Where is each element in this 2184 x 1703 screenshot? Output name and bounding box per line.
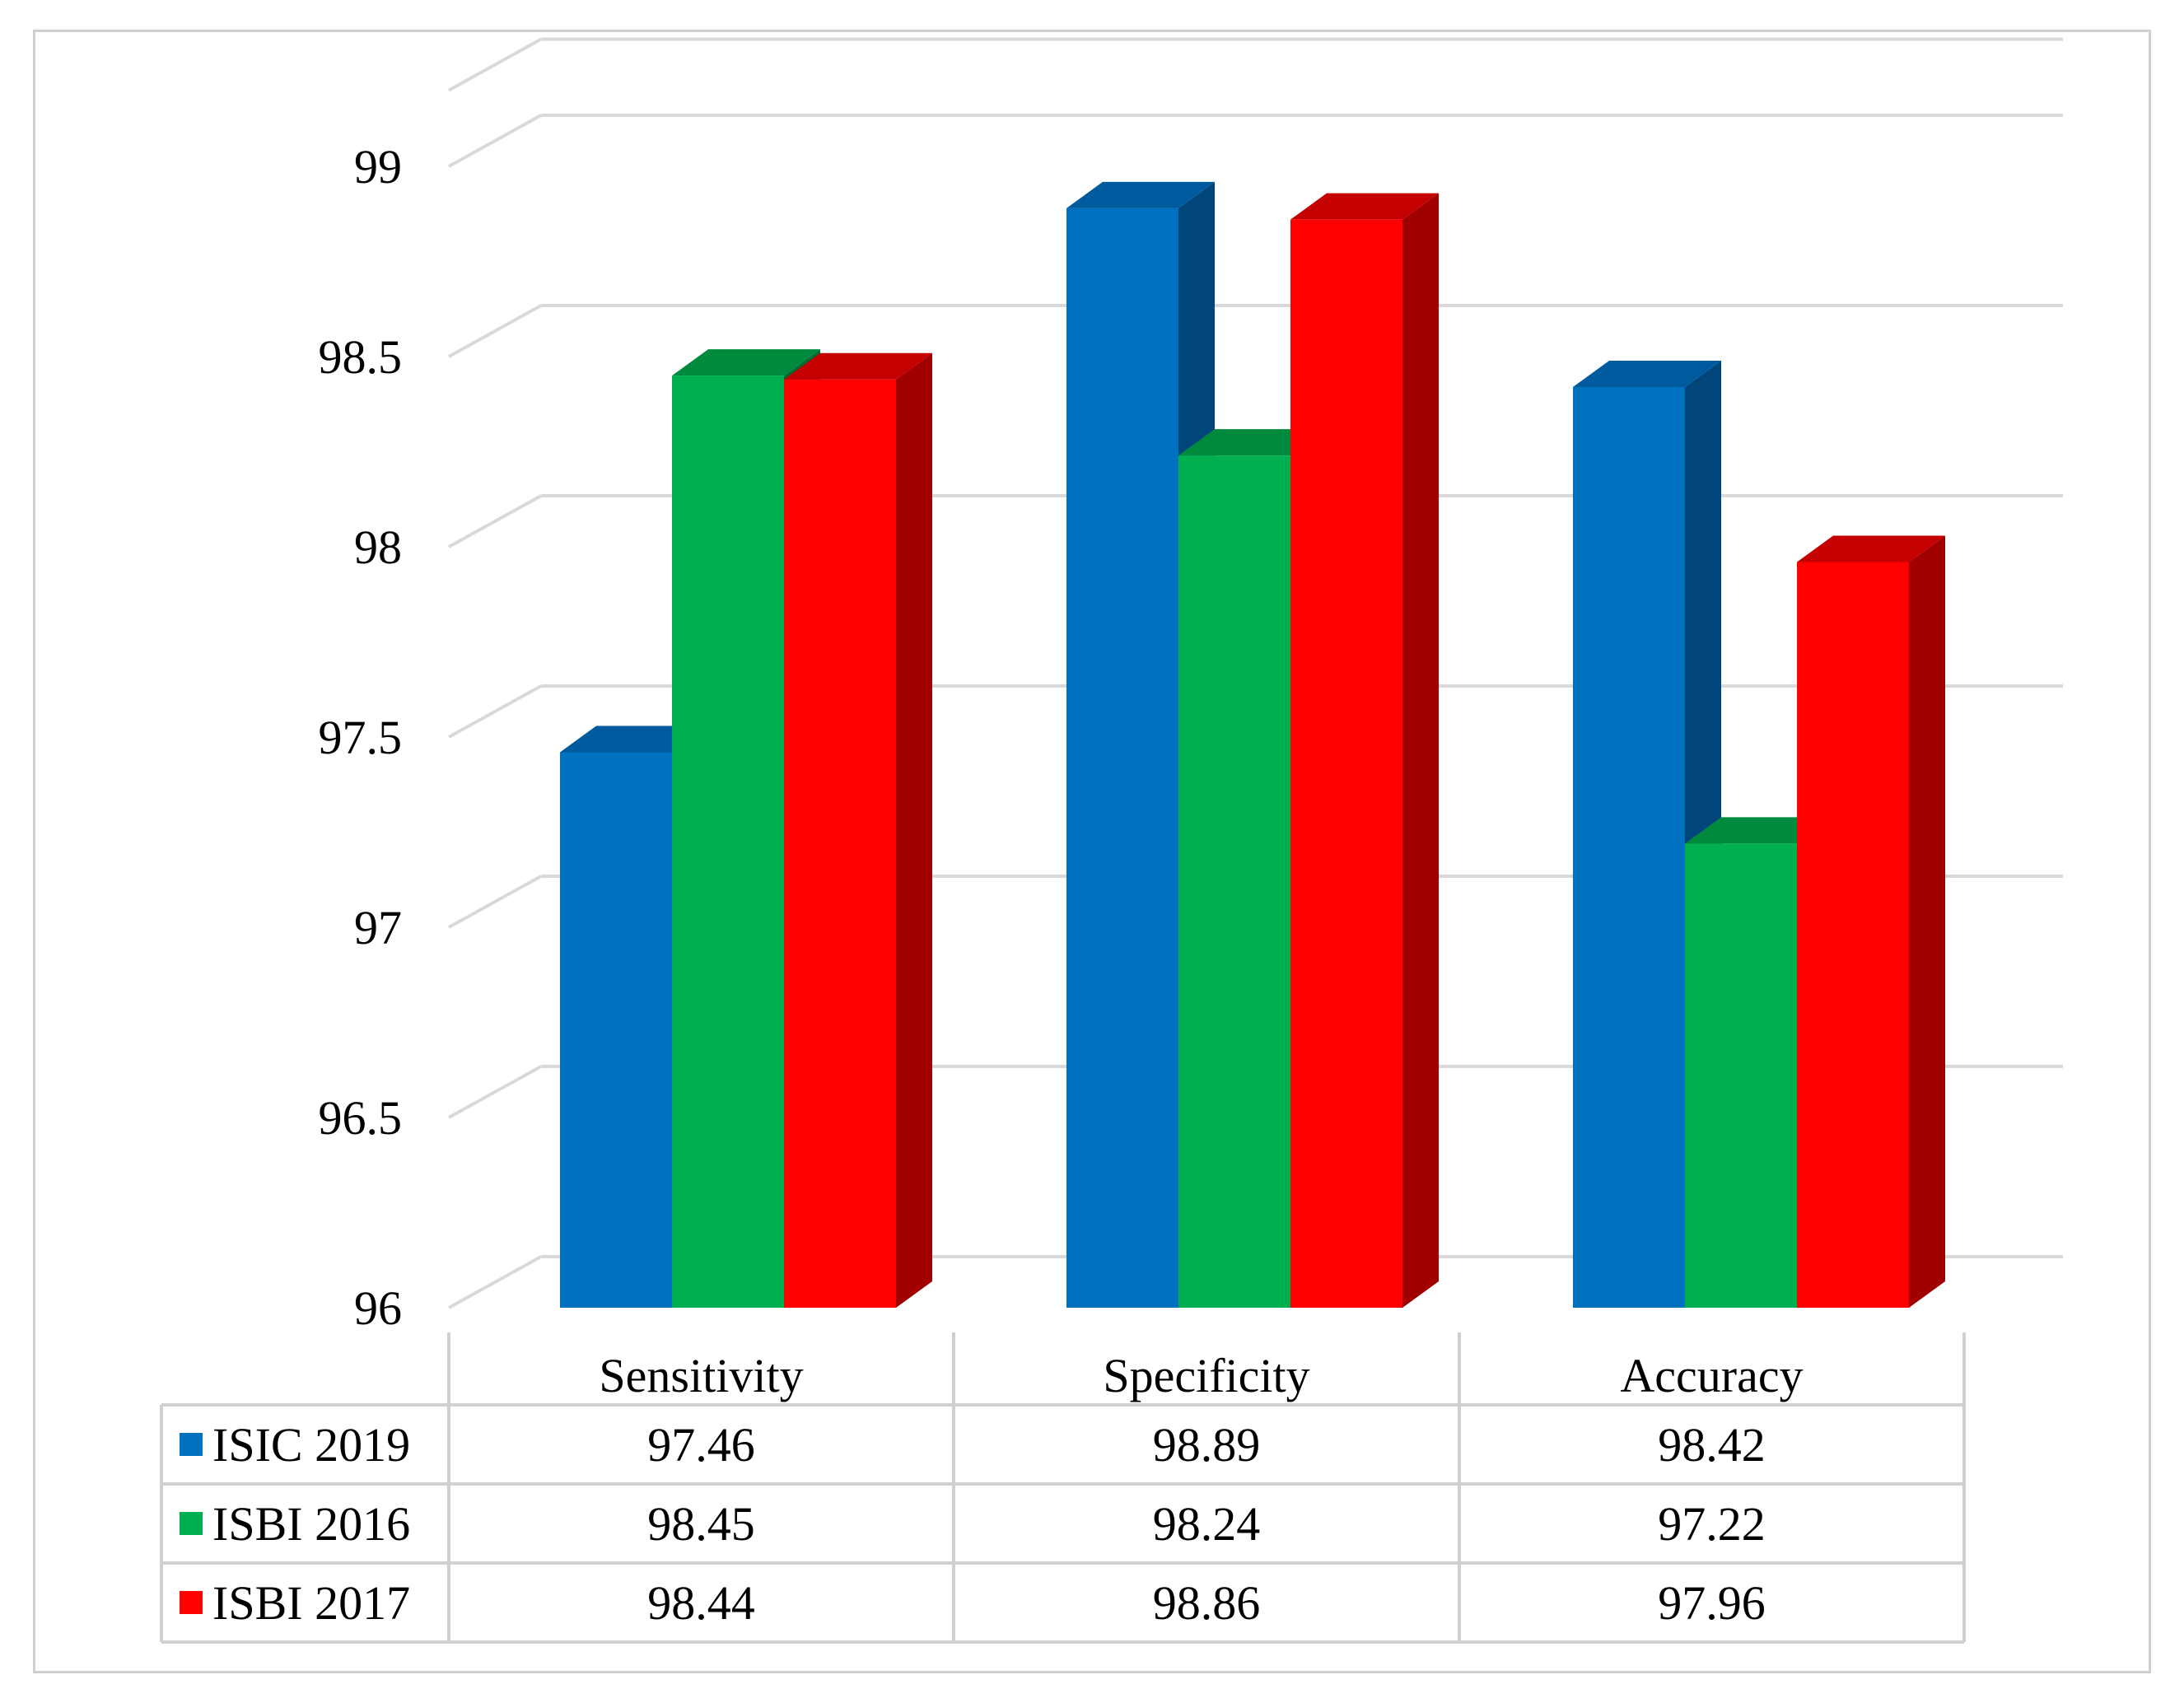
bar-top <box>1178 429 1327 456</box>
bar-front <box>1797 562 1909 1308</box>
data-label: 98.86 <box>1153 1576 1261 1630</box>
gridline-diagonal <box>448 875 542 929</box>
y-axis-ticks: 96 96.5 97 97.5 98 98.5 99 <box>319 140 403 1335</box>
gridline-diagonal <box>448 304 542 358</box>
category-label: Specificity <box>1103 1349 1309 1402</box>
legend-key <box>180 1512 203 1535</box>
y-tick-label: 99 <box>354 140 402 194</box>
y-tick-label: 98.5 <box>319 330 403 384</box>
gridline-diagonal <box>448 1255 542 1309</box>
data-label: 98.89 <box>1153 1418 1261 1472</box>
legend-label: ISBI 2016 <box>212 1497 410 1551</box>
data-label: 98.42 <box>1658 1418 1766 1472</box>
legend-key <box>180 1433 203 1456</box>
bar-top <box>1797 535 1945 562</box>
bar-front <box>784 379 896 1309</box>
data-label: 98.44 <box>647 1576 755 1630</box>
bar-isbi-2017-sensitivity <box>784 352 932 1309</box>
data-label: 97.96 <box>1658 1576 1766 1630</box>
gridline-diagonal <box>448 114 542 168</box>
category-label: Sensitivity <box>599 1349 803 1402</box>
legend-label: ISIC 2019 <box>212 1418 410 1472</box>
data-label: 98.24 <box>1153 1497 1261 1551</box>
bars <box>560 181 1945 1309</box>
y-tick-label: 97 <box>354 901 402 954</box>
y-tick-label: 98 <box>354 520 402 574</box>
bar-front <box>1178 455 1290 1308</box>
data-label: 97.22 <box>1658 1497 1766 1551</box>
bar-side <box>1909 535 1945 1308</box>
bar-top <box>784 352 932 380</box>
gridline-diagonal <box>448 1065 542 1119</box>
bar-front <box>1685 843 1797 1308</box>
gridline-diagonal <box>448 684 542 739</box>
legend-key <box>180 1591 203 1614</box>
bar-isbi-2017-accuracy <box>1797 535 1945 1308</box>
bar-front <box>1290 219 1402 1309</box>
bar-front <box>672 376 784 1309</box>
gridline-diagonal <box>448 494 542 548</box>
y-tick-label: 96 <box>354 1281 402 1335</box>
bar-top <box>1685 817 1833 844</box>
category-label: Accuracy <box>1620 1349 1803 1402</box>
data-table: Sensitivity Specificity Accuracy ISIC 2019 9… <box>160 1332 1966 1644</box>
bar-front <box>1573 386 1685 1309</box>
chart-frame <box>33 30 2151 1673</box>
y-tick-label: 97.5 <box>319 711 403 764</box>
bar-top <box>560 726 708 753</box>
legend-label: ISBI 2017 <box>212 1576 410 1630</box>
gridline-diagonal <box>448 37 542 92</box>
y-tick-label: 96.5 <box>319 1091 403 1145</box>
data-label: 98.45 <box>647 1497 755 1551</box>
data-label: 97.46 <box>647 1418 755 1472</box>
bar-isbi-2017-specificity <box>1290 193 1439 1309</box>
bar-front <box>1066 208 1178 1308</box>
bar-top <box>1573 360 1721 387</box>
bar-side <box>896 352 932 1309</box>
bar-side <box>1402 193 1439 1309</box>
bar-top <box>1066 181 1215 208</box>
bar-top <box>1290 193 1439 220</box>
bar-top <box>672 349 820 376</box>
bar-front <box>560 752 672 1308</box>
